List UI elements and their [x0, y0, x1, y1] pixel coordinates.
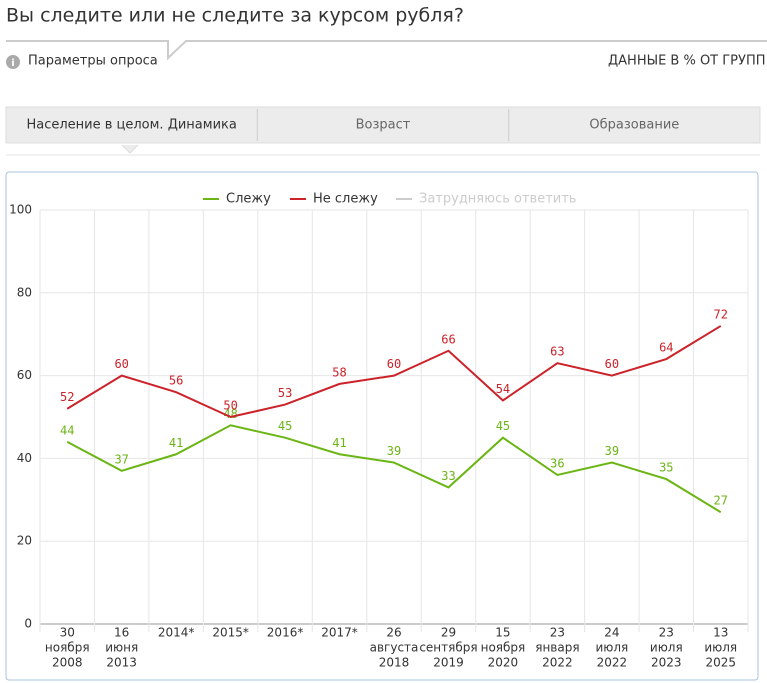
x-tick-label: августа	[370, 641, 419, 655]
tab-pointer	[121, 144, 139, 154]
data-label: 41	[332, 436, 346, 450]
data-label: 39	[387, 444, 401, 458]
x-tick-label: 26	[386, 626, 401, 640]
data-label: 36	[550, 456, 564, 470]
x-tick-label: 24	[604, 626, 619, 640]
x-tick-label: 2017*	[321, 626, 358, 640]
x-tick-label: сентября	[419, 641, 477, 655]
page-title: Вы следите или не следите за курсом рубл…	[6, 5, 464, 27]
x-tick-label: 16	[114, 626, 129, 640]
legend-label[interactable]: Затрудняюсь ответить	[419, 192, 576, 207]
x-tick-label: 15	[495, 626, 510, 640]
x-tick-label: 2020	[488, 656, 519, 670]
x-tick-label: 2014*	[158, 626, 195, 640]
data-label: 27	[714, 494, 728, 508]
data-label: 64	[659, 341, 673, 355]
y-tick-label: 20	[17, 534, 32, 548]
tab[interactable]: Население в целом. Динамика	[26, 118, 236, 133]
legend-label[interactable]: Слежу	[226, 192, 271, 207]
x-tick-label: 23	[659, 626, 674, 640]
x-tick-label: июня	[105, 641, 138, 655]
data-label: 41	[169, 436, 183, 450]
data-label: 60	[387, 357, 401, 371]
y-tick-label: 0	[24, 617, 32, 631]
data-label: 52	[60, 390, 74, 404]
data-label: 39	[605, 444, 619, 458]
data-label: 45	[278, 419, 292, 433]
data-label: 56	[169, 374, 183, 388]
data-label: 48	[223, 407, 237, 421]
x-tick-label: 2025	[705, 656, 736, 670]
x-tick-label: июля	[704, 641, 737, 655]
chart-box	[5, 171, 759, 681]
data-label: 66	[441, 332, 455, 346]
x-tick-label: 13	[713, 626, 728, 640]
data-label: 60	[114, 357, 128, 371]
series-line	[66, 424, 722, 514]
data-label: 60	[605, 357, 619, 371]
data-label: 37	[114, 452, 128, 466]
y-tick-label: 100	[9, 203, 32, 217]
data-label: 45	[496, 419, 510, 433]
x-tick-label: 29	[441, 626, 456, 640]
data-label: 53	[278, 386, 292, 400]
x-tick-label: 2023	[651, 656, 682, 670]
x-tick-label: ноября	[481, 641, 526, 655]
x-tick-label: 2022	[542, 656, 573, 670]
y-tick-label: 60	[17, 368, 32, 382]
x-tick-label: 2015*	[212, 626, 249, 640]
data-label: 58	[332, 365, 346, 379]
x-tick-label: 2022	[597, 656, 628, 670]
data-label: 72	[714, 307, 728, 321]
x-tick-label: июля	[595, 641, 628, 655]
x-tick-label: ноября	[45, 641, 90, 655]
x-tick-label: 30	[60, 626, 75, 640]
x-tick-label: 2008	[52, 656, 83, 670]
x-tick-label: 2013	[106, 656, 137, 670]
tab[interactable]: Образование	[589, 118, 679, 133]
data-label: 50	[223, 399, 237, 413]
data-label: 63	[550, 345, 564, 359]
tab[interactable]: Возраст	[356, 118, 411, 133]
data-label: 54	[496, 382, 510, 396]
header-line	[6, 40, 767, 61]
params-link[interactable]: Параметры опроса	[28, 54, 158, 69]
units-note: ДАННЫЕ В % ОТ ГРУПП	[608, 54, 766, 69]
tab-bar	[5, 106, 761, 144]
y-tick-label: 80	[17, 285, 32, 299]
data-label: 44	[60, 423, 74, 437]
x-tick-label: 23	[550, 626, 565, 640]
x-tick-label: января	[535, 641, 579, 655]
x-tick-label: 2018	[379, 656, 410, 670]
y-tick-label: 40	[17, 451, 32, 465]
data-label: 35	[659, 461, 673, 475]
legend-label[interactable]: Не слежу	[313, 192, 378, 207]
info-icon[interactable]	[6, 55, 20, 69]
x-tick-label: 2019	[433, 656, 464, 670]
data-label: 33	[441, 469, 455, 483]
series-line	[66, 325, 722, 419]
info-icon-glyph: i	[11, 58, 14, 69]
x-tick-label: 2016*	[267, 626, 304, 640]
x-tick-label: июля	[650, 641, 683, 655]
